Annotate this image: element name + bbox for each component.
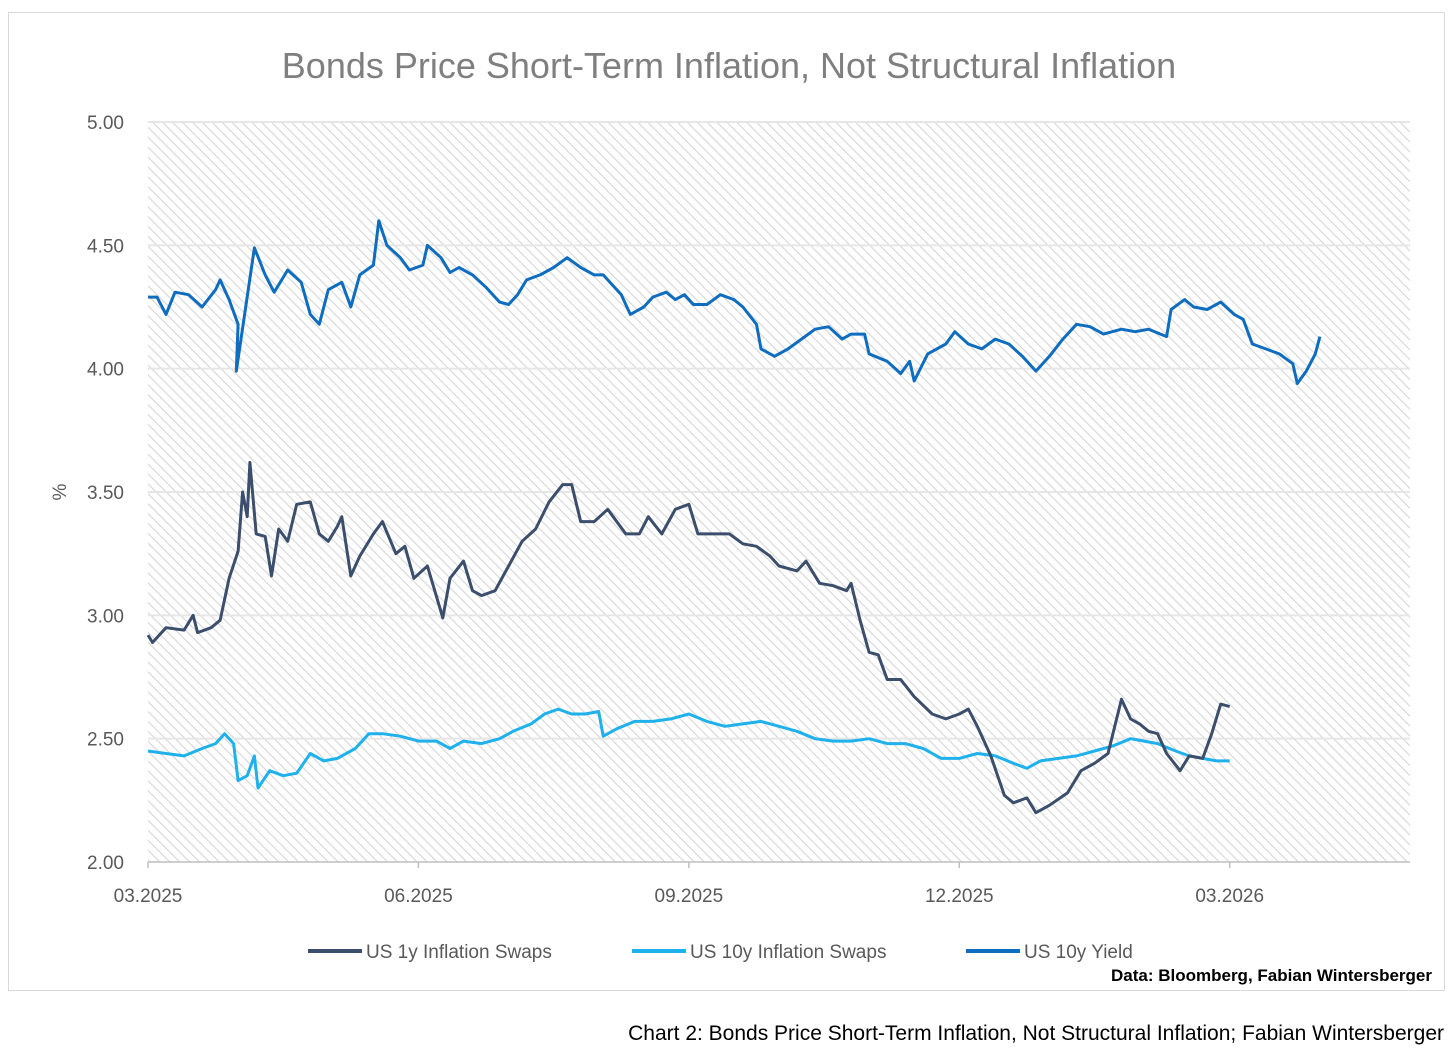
x-tick-label: 12.2025 xyxy=(925,886,994,907)
y-tick-label: 2.50 xyxy=(87,730,124,751)
legend-label: US 1y Inflation Swaps xyxy=(366,942,552,963)
x-tick-label: 03.2026 xyxy=(1195,886,1264,907)
y-tick-label: 3.50 xyxy=(87,483,124,504)
y-tick-label: 3.00 xyxy=(87,606,124,627)
legend-label: US 10y Inflation Swaps xyxy=(690,942,886,963)
series-line-us-1y-inflation-swaps xyxy=(146,460,1231,815)
x-tick-label: 09.2025 xyxy=(655,886,724,907)
source-annotation: Data: Bloomberg, Fabian Wintersberger xyxy=(1111,966,1432,985)
series-line-us-10y-yield xyxy=(148,219,1322,385)
y-tick-label: 4.50 xyxy=(87,236,124,257)
x-tick-label: 06.2025 xyxy=(384,886,453,907)
y-tick-label: 2.00 xyxy=(87,853,124,874)
x-tick-label: 03.2025 xyxy=(114,886,183,907)
y-tick-label: 5.00 xyxy=(87,113,124,134)
series-line-us-10y-inflation-swaps xyxy=(147,707,1230,790)
chart-frame xyxy=(8,12,1445,991)
legend-label: US 10y Yield xyxy=(1024,942,1133,963)
y-tick-label: 4.00 xyxy=(87,360,124,381)
chart-title: Bonds Price Short-Term Inflation, Not St… xyxy=(282,45,1176,86)
figure-caption: Chart 2: Bonds Price Short-Term Inflatio… xyxy=(628,1022,1444,1045)
y-axis-label: % xyxy=(50,483,71,500)
